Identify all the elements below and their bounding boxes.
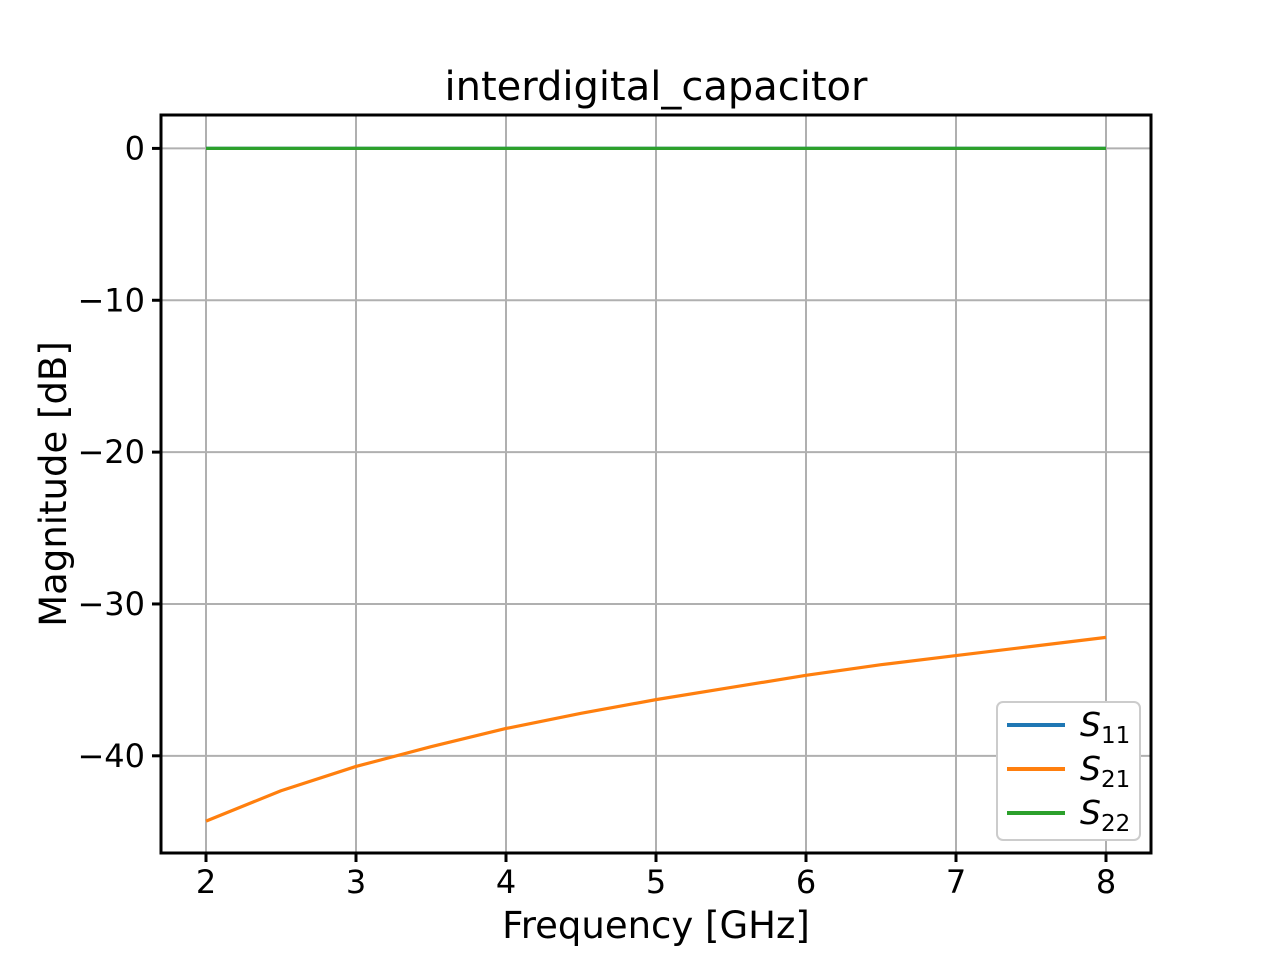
grid-layer [161,115,1151,853]
chart-title: interdigital_capacitor [445,64,868,110]
x-axis-label: Frequency [GHz] [502,904,810,947]
y-tick-label-0: 0 [125,129,145,167]
legend-box [996,701,1141,841]
x-tick-label-3: 3 [346,863,366,901]
x-tick-label-4: 4 [496,863,516,901]
y-tick-label--40: −40 [77,737,145,775]
y-axis-label: Magnitude [dB] [32,341,75,627]
legend-label-S21: S21 [1080,749,1130,793]
x-tick-label-7: 7 [946,863,966,901]
x-tick-label-2: 2 [196,863,216,901]
legend-label-S22: S22 [1080,793,1130,837]
ticks-layer: 2 3 4 5 6 7 8 0 −10 −20 −30 −40 [77,129,1116,901]
y-tick-label--30: −30 [77,585,145,623]
series-layer [205,146,1107,823]
x-tick-label-8: 8 [1096,863,1116,901]
y-tick-label--20: −20 [77,433,145,471]
legend-label-S11: S11 [1080,705,1130,749]
series-line-S21 [205,635,1107,823]
x-tick-label-5: 5 [646,863,666,901]
x-tick-label-6: 6 [796,863,816,901]
y-tick-label--10: −10 [77,281,145,319]
